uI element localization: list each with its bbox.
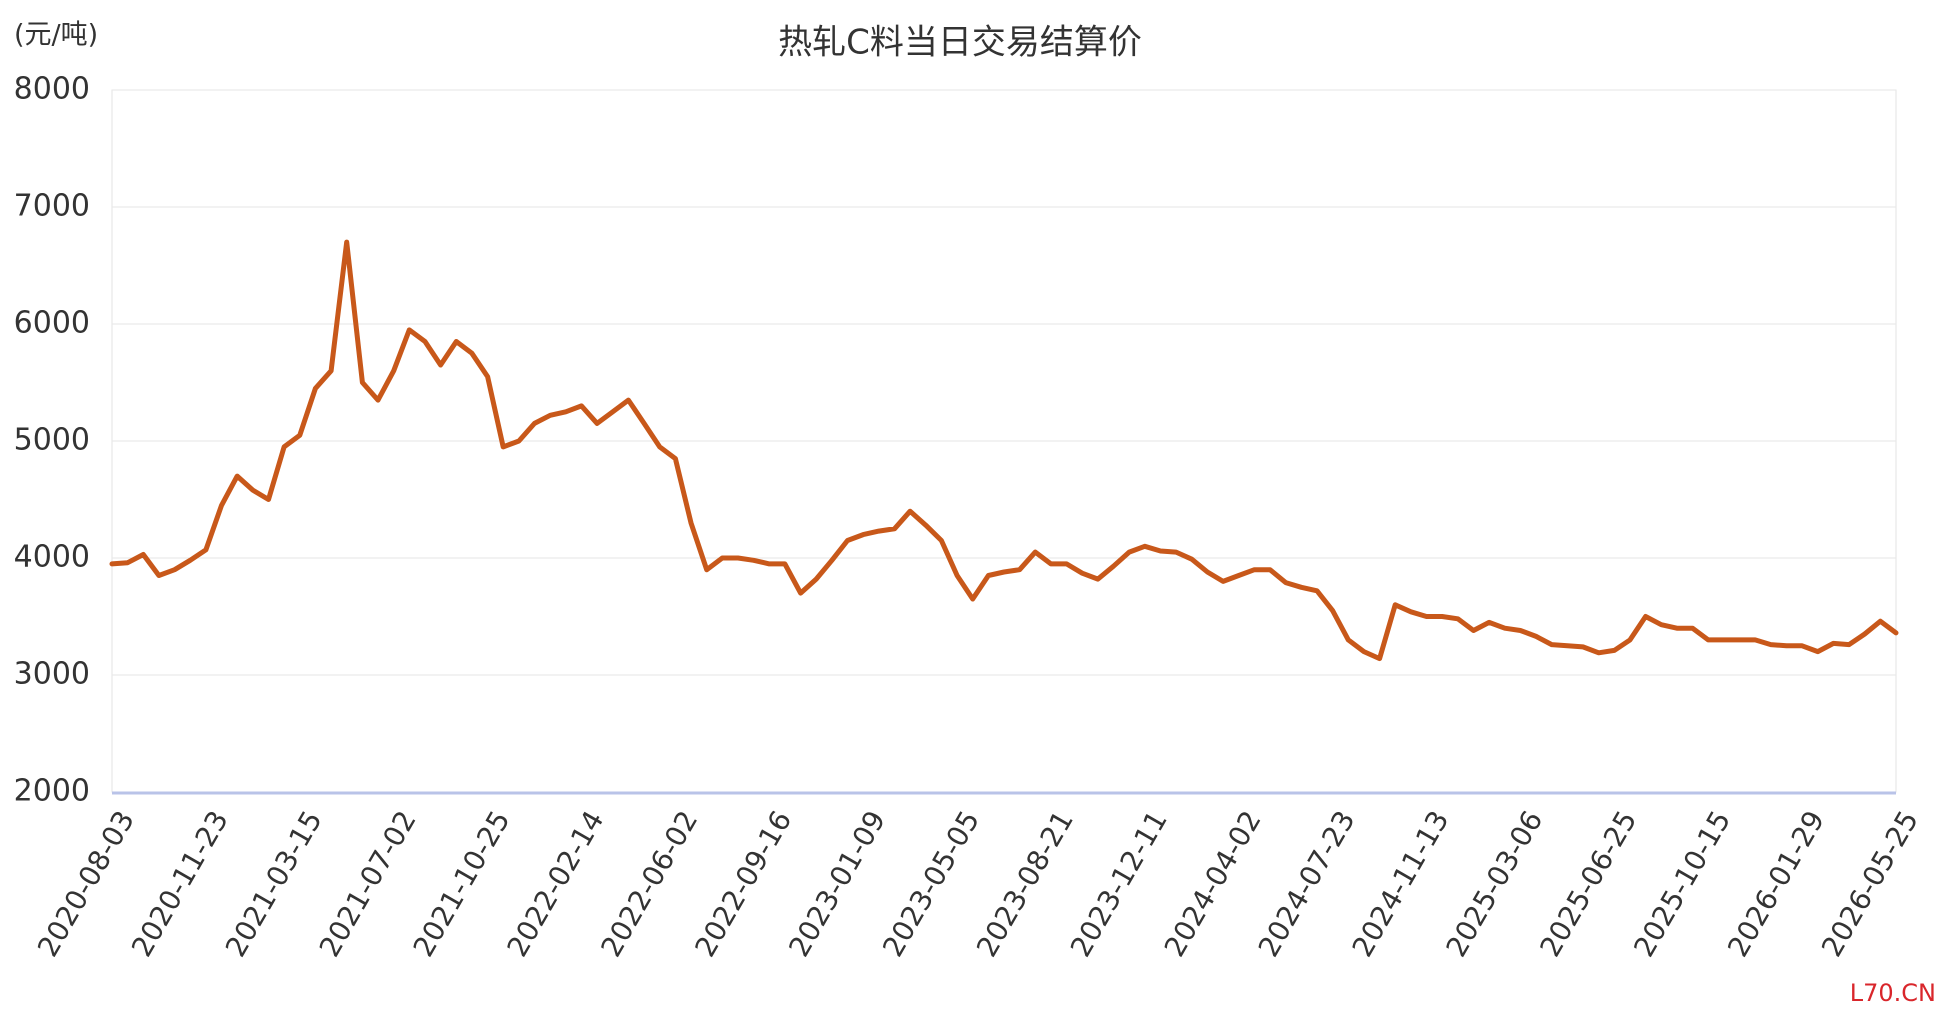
y-axis-label: (元/吨) bbox=[14, 20, 98, 51]
x-tick-label: 2025-10-15 bbox=[1627, 805, 1737, 962]
x-tick-label: 2023-12-11 bbox=[1064, 805, 1174, 962]
x-tick-label: 2026-01-29 bbox=[1721, 805, 1831, 962]
y-tick-label: 6000 bbox=[14, 306, 90, 341]
x-tick-label: 2025-06-25 bbox=[1533, 805, 1643, 962]
x-tick-label: 2024-04-02 bbox=[1158, 805, 1268, 962]
y-tick-label: 3000 bbox=[14, 657, 90, 692]
y-tick-label: 2000 bbox=[14, 774, 90, 809]
chart-title: 热轧C料当日交易结算价 bbox=[778, 23, 1142, 63]
y-tick-label: 5000 bbox=[14, 423, 90, 458]
x-tick-label: 2024-11-13 bbox=[1346, 805, 1456, 962]
x-tick-label: 2025-03-06 bbox=[1439, 805, 1549, 962]
x-tick-label: 2021-03-15 bbox=[219, 805, 329, 962]
y-tick-label: 7000 bbox=[14, 189, 90, 224]
x-tick-label: 2023-01-09 bbox=[782, 805, 892, 962]
x-tick-label: 2021-07-02 bbox=[313, 805, 423, 962]
watermark: L70.CN bbox=[1850, 979, 1936, 1007]
x-tick-label: 2020-11-23 bbox=[125, 805, 235, 962]
x-tick-label: 2022-09-16 bbox=[688, 805, 798, 962]
y-tick-label: 8000 bbox=[14, 72, 90, 107]
x-tick-label: 2024-07-23 bbox=[1252, 805, 1362, 962]
x-tick-label: 2021-10-25 bbox=[407, 805, 517, 962]
x-tick-label: 2022-02-14 bbox=[501, 805, 611, 962]
y-tick-label: 4000 bbox=[14, 540, 90, 575]
price-line bbox=[109, 239, 1899, 662]
x-tick-label: 2020-08-03 bbox=[31, 805, 141, 962]
x-tick-label: 2026-05-25 bbox=[1815, 805, 1925, 962]
x-tick-label: 2022-06-02 bbox=[594, 805, 704, 962]
x-tick-label: 2023-08-21 bbox=[970, 805, 1080, 962]
x-tick-label: 2023-05-05 bbox=[876, 805, 986, 962]
